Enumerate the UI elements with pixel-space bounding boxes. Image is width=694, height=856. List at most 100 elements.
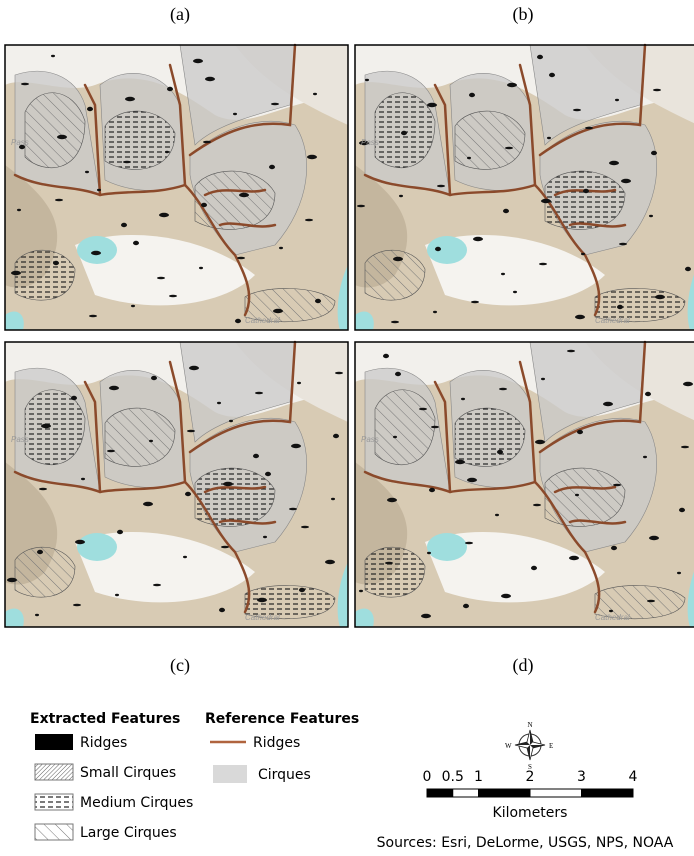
extracted-ridge [473, 237, 483, 241]
extracted-ridge [205, 77, 215, 81]
extracted-ridge [617, 305, 623, 309]
extracted-ridge [643, 456, 647, 458]
extracted-ridge [331, 498, 335, 500]
scale-tick-label: 3 [577, 769, 586, 785]
extracted-ridge [107, 450, 115, 452]
panel-label: (a) [170, 4, 190, 25]
extracted-ridge [21, 83, 29, 85]
legend-label: Large Cirques [80, 825, 177, 841]
swatch-ref-cirques [213, 765, 247, 783]
extracted-ridge [583, 189, 589, 193]
extracted-ridge [401, 131, 407, 135]
extracted-ridge [681, 446, 689, 448]
extracted-ridge [73, 604, 81, 606]
extracted-ridge [199, 267, 203, 269]
extracted-ridge [89, 315, 97, 317]
extracted-ridge [611, 546, 617, 550]
extracted-ridge [471, 301, 479, 303]
extracted-ridge [35, 614, 39, 616]
extracted-ridge [165, 151, 169, 153]
map-label: Pass [11, 435, 29, 444]
extracted-ridge [399, 195, 403, 197]
extracted-ridge [37, 550, 43, 554]
extracted-ridge [297, 382, 301, 384]
extracted-ridge [649, 215, 653, 217]
extracted-ridge [263, 536, 267, 538]
extracted-ridge [91, 251, 101, 255]
extracted-ridge [87, 107, 93, 111]
extracted-ridge [193, 59, 203, 63]
extracted-ridge [467, 478, 477, 482]
extracted-ridge [431, 426, 439, 428]
extracted-ridge [685, 267, 691, 271]
extracted-ridge [609, 610, 613, 612]
map-label: Cathedral [595, 316, 630, 325]
extracted-ridge [109, 386, 119, 390]
extracted-ridge [255, 392, 263, 394]
extracted-ridge [183, 556, 187, 558]
extracted-ridge [567, 350, 575, 352]
extracted-ridge [575, 494, 579, 496]
extracted-ridge [463, 604, 469, 608]
extracted-ridge [383, 354, 389, 358]
legend-label: Ridges [253, 735, 300, 751]
extracted-ridge [469, 93, 475, 97]
extracted-ridge [149, 440, 153, 442]
extracted-ridge [265, 472, 271, 476]
extracted-ridge [229, 420, 233, 422]
scale-tick-label: 0.5 [442, 769, 464, 785]
extracted-ridge [11, 271, 21, 275]
extracted-ridge [533, 504, 541, 506]
extracted-ridge [465, 542, 473, 544]
extracted-ridge [537, 55, 543, 59]
extracted-ridge [501, 273, 505, 275]
extracted-ridge [291, 444, 301, 448]
extracted-ridge [55, 199, 63, 201]
scale-segment [453, 789, 479, 797]
extracted-ridge [201, 203, 207, 207]
extracted-ridge [573, 109, 581, 111]
swatch-medium [35, 794, 73, 810]
extracted-ridge [395, 372, 401, 376]
extracted-ridge [429, 488, 435, 492]
extracted-ridge [299, 588, 305, 592]
scale-tick-label: 0 [423, 769, 432, 785]
extracted-ridge [437, 185, 445, 187]
extracted-ridge [427, 103, 437, 107]
scale-segment [582, 789, 634, 797]
extracted-ridge [499, 388, 507, 390]
legend-label: Medium Cirques [80, 795, 193, 811]
legend-label: Small Cirques [80, 765, 176, 781]
swatch-ridges [35, 734, 73, 750]
extracted-ridge [651, 151, 657, 155]
extracted-ridge [393, 257, 403, 261]
extracted-ridge [467, 157, 471, 159]
extracted-ridge [435, 247, 441, 251]
extracted-ridge [279, 247, 283, 249]
extracted-ridge [41, 424, 51, 428]
extracted-ridge [253, 454, 259, 458]
extracted-ridge [121, 223, 127, 227]
scale-unit: Kilometers [493, 805, 568, 821]
map-panels: CathedralPassCathedralPassCathedralPassC… [5, 45, 694, 627]
map-label: Pass [361, 138, 379, 147]
legend-title: Reference Features [205, 711, 359, 727]
extracted-ridge [153, 584, 161, 586]
compass: N S E W [505, 721, 553, 771]
extracted-ridge [71, 396, 77, 400]
extracted-ridge [133, 241, 139, 245]
extracted-ridge [223, 482, 233, 486]
extracted-ridge [391, 321, 399, 323]
legend: Extracted Features Reference Features Ri… [30, 711, 359, 841]
extracted-ridge [307, 155, 317, 159]
swatch-large [35, 824, 73, 840]
extracted-ridge [683, 382, 693, 386]
extracted-ridge [649, 536, 659, 540]
extracted-ridge [503, 209, 509, 213]
extracted-ridge [167, 87, 173, 91]
extracted-ridge [455, 460, 465, 464]
panel-label: (b) [513, 4, 534, 25]
map-label: Cathedral [245, 316, 280, 325]
